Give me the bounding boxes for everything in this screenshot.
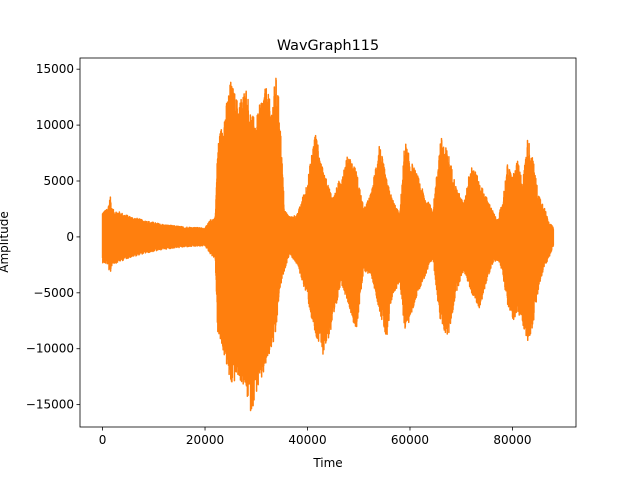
x-tick-label: 40000	[288, 433, 326, 447]
x-tick-label: 60000	[391, 433, 429, 447]
x-tick-label: 20000	[186, 433, 224, 447]
y-tick-label: 0	[66, 230, 74, 244]
plot-area	[101, 77, 555, 412]
x-tick-label: 0	[99, 433, 107, 447]
y-tick-label: −15000	[26, 398, 74, 412]
axes-frame	[79, 57, 577, 428]
y-tick-label: 10000	[36, 118, 74, 132]
y-tick-label: −5000	[33, 286, 74, 300]
y-axis-label: Amplitude	[0, 211, 11, 273]
x-axis: 0 20000 40000 60000 80000	[99, 427, 532, 447]
y-axis: −15000 −10000 −5000 0 5000 10000 15000	[26, 62, 80, 412]
y-tick-label: 15000	[36, 62, 74, 76]
y-tick-label: −10000	[26, 342, 74, 356]
x-axis-label: Time	[312, 456, 342, 470]
chart-title: WavGraph115	[277, 38, 379, 54]
waveform-series-0	[101, 77, 555, 412]
y-tick-label: 5000	[43, 174, 74, 188]
x-tick-label: 80000	[493, 433, 531, 447]
